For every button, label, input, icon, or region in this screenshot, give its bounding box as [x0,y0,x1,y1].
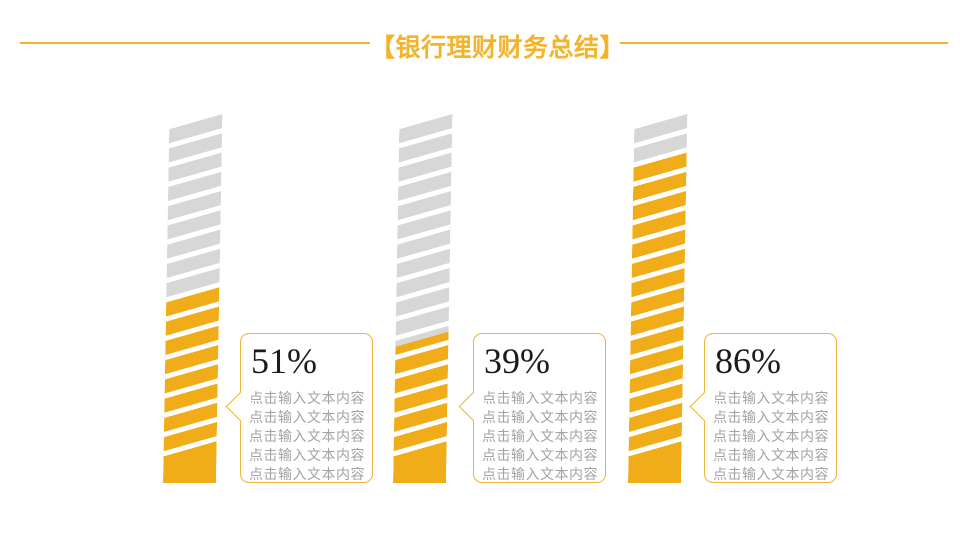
placeholder-text[interactable]: 点击输入文本内容 [713,428,829,444]
placeholder-text[interactable]: 点击输入文本内容 [482,409,598,425]
placeholder-text[interactable]: 点击输入文本内容 [249,409,365,425]
callout-2-text: 点击输入文本内容 点击输入文本内容 点击输入文本内容 点击输入文本内容 点击输入… [482,389,605,484]
placeholder-text[interactable]: 点击输入文本内容 [482,390,598,406]
placeholder-text[interactable]: 点击输入文本内容 [249,390,365,406]
title-rule-left [20,42,370,44]
percent-label-1: 51% [251,341,317,381]
placeholder-text[interactable]: 点击输入文本内容 [482,428,598,444]
placeholder-text[interactable]: 点击输入文本内容 [713,390,829,406]
slide-title: 【银行理财财务总结】 [370,34,626,62]
placeholder-text[interactable]: 点击输入文本内容 [249,428,365,444]
callout-3[interactable]: 86% 点击输入文本内容 点击输入文本内容 点击输入文本内容 点击输入文本内容 … [689,333,837,484]
callout-1[interactable]: 51% 点击输入文本内容 点击输入文本内容 点击输入文本内容 点击输入文本内容 … [225,333,373,484]
striped-bar-1 [163,110,223,483]
title-rule-right [620,42,948,44]
callout-2[interactable]: 39% 点击输入文本内容 点击输入文本内容 点击输入文本内容 点击输入文本内容 … [458,333,606,484]
placeholder-text[interactable]: 点击输入文本内容 [482,447,598,463]
placeholder-text[interactable]: 点击输入文本内容 [713,409,829,425]
placeholder-text[interactable]: 点击输入文本内容 [249,466,365,482]
striped-bar-2 [393,110,453,483]
callout-1-text: 点击输入文本内容 点击输入文本内容 点击输入文本内容 点击输入文本内容 点击输入… [249,389,372,484]
placeholder-text[interactable]: 点击输入文本内容 [713,466,829,482]
placeholder-text[interactable]: 点击输入文本内容 [713,447,829,463]
percent-label-3: 86% [715,341,781,381]
placeholder-text[interactable]: 点击输入文本内容 [249,447,365,463]
percent-label-2: 39% [484,341,550,381]
callout-3-text: 点击输入文本内容 点击输入文本内容 点击输入文本内容 点击输入文本内容 点击输入… [713,389,836,484]
placeholder-text[interactable]: 点击输入文本内容 [482,466,598,482]
striped-bar-3 [628,110,688,483]
